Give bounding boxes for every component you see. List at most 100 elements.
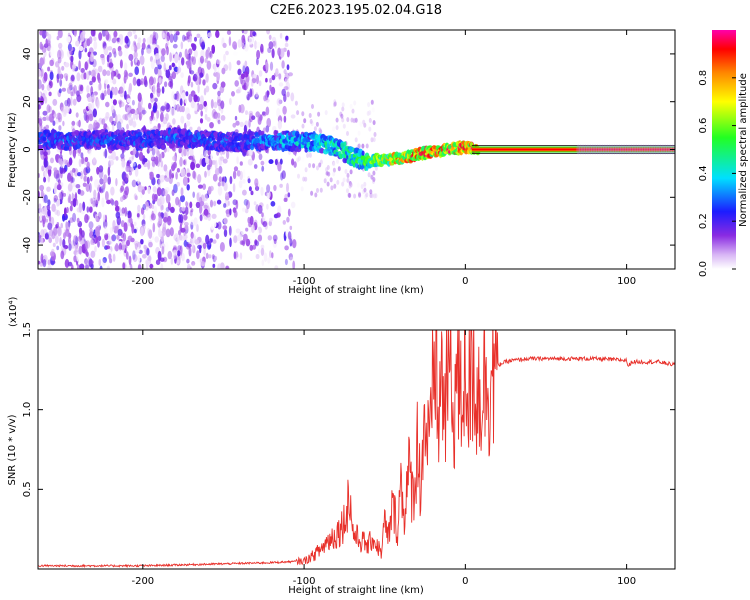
noise-speck: [273, 184, 277, 192]
noise-speck: [178, 45, 181, 50]
noise-speck: [76, 207, 82, 213]
noise-speck: [346, 173, 350, 178]
noise-speck: [260, 244, 265, 249]
noise-speck: [314, 192, 318, 198]
noise-speck: [210, 154, 213, 160]
noise-speck: [104, 79, 109, 84]
noise-speck: [41, 83, 45, 91]
noise-speck: [200, 110, 203, 117]
noise-speck: [39, 30, 43, 36]
noise-speck: [88, 109, 93, 119]
noise-speck: [88, 258, 93, 268]
noise-speck: [181, 252, 185, 262]
noise-speck: [277, 47, 282, 57]
noise-speck: [258, 153, 263, 161]
noise-speck: [194, 239, 200, 245]
noise-speck: [204, 150, 207, 159]
noise-speck: [151, 204, 155, 210]
noise-speck: [105, 191, 109, 201]
noise-speck: [353, 100, 357, 106]
snr-x-tick-label: -200: [131, 576, 154, 587]
noise-speck: [205, 234, 210, 245]
noise-speck: [57, 179, 61, 185]
noise-speck: [74, 192, 78, 202]
noise-speck: [221, 158, 225, 166]
noise-speck: [349, 182, 353, 188]
noise-speck: [64, 207, 67, 217]
noise-speck: [278, 73, 282, 80]
noise-speck: [181, 57, 185, 66]
noise-speck: [188, 155, 194, 160]
noise-speck: [217, 95, 221, 104]
noise-speck: [106, 54, 110, 63]
noise-speck: [70, 91, 74, 97]
noise-speck: [279, 32, 283, 39]
noise-speck: [229, 97, 232, 106]
noise-speck: [219, 242, 225, 252]
noise-speck: [45, 103, 49, 113]
noise-speck: [232, 122, 237, 128]
noise-speck: [42, 259, 47, 268]
noise-speck: [59, 78, 63, 87]
noise-speck: [178, 60, 181, 68]
noise-speck: [121, 243, 126, 252]
noise-speck: [158, 153, 162, 163]
noise-speck: [186, 120, 191, 127]
noise-speck: [70, 55, 74, 62]
noise-speck: [192, 245, 196, 254]
noise-speck: [113, 51, 117, 58]
noise-speck: [137, 37, 142, 44]
noise-speck: [156, 87, 161, 98]
noise-speck: [211, 108, 217, 119]
noise-speck: [346, 131, 349, 136]
noise-speck: [101, 197, 105, 208]
noise-speck: [160, 160, 164, 168]
noise-speck: [232, 207, 237, 214]
noise-speck: [58, 71, 63, 81]
noise-speck: [214, 64, 217, 74]
noise-speck: [93, 40, 98, 50]
noise-speck: [217, 68, 220, 73]
noise-speck: [253, 219, 258, 226]
noise-speck: [240, 240, 246, 245]
noise-speck: [64, 99, 69, 107]
noise-speck: [57, 198, 61, 206]
noise-speck: [47, 66, 51, 72]
noise-speck: [189, 126, 193, 131]
noise-speck: [346, 117, 350, 123]
noise-speck: [130, 167, 134, 172]
noise-speck: [118, 118, 124, 125]
noise-speck: [359, 121, 363, 127]
noise-speck: [200, 55, 204, 64]
noise-speck: [257, 234, 263, 242]
noise-speck: [84, 47, 88, 53]
noise-speck: [134, 109, 138, 115]
noise-speck: [60, 250, 65, 260]
noise-speck: [184, 122, 187, 130]
noise-speck: [225, 50, 229, 56]
noise-speck: [261, 212, 264, 218]
heatmap-y-tick-label: 40: [22, 48, 33, 61]
noise-speck: [77, 172, 82, 177]
noise-speck: [149, 263, 154, 269]
noise-speck: [271, 74, 276, 81]
noise-speck: [94, 245, 97, 253]
noise-speck: [244, 208, 249, 214]
noise-speck: [289, 238, 293, 247]
noise-speck: [161, 30, 165, 39]
noise-speck: [282, 105, 287, 115]
noise-speck: [177, 154, 181, 161]
noise-speck: [121, 159, 126, 168]
noise-speck: [173, 98, 177, 109]
noise-speck: [121, 207, 126, 214]
noise-speck: [46, 104, 51, 113]
noise-speck: [118, 50, 123, 57]
noise-speck: [180, 195, 185, 203]
noise-speck: [276, 212, 281, 218]
noise-speck: [270, 201, 276, 207]
noise-speck: [92, 190, 96, 198]
noise-speck: [160, 263, 164, 269]
noise-speck: [142, 253, 147, 259]
noise-speck: [107, 46, 113, 51]
noise-speck: [142, 213, 146, 220]
